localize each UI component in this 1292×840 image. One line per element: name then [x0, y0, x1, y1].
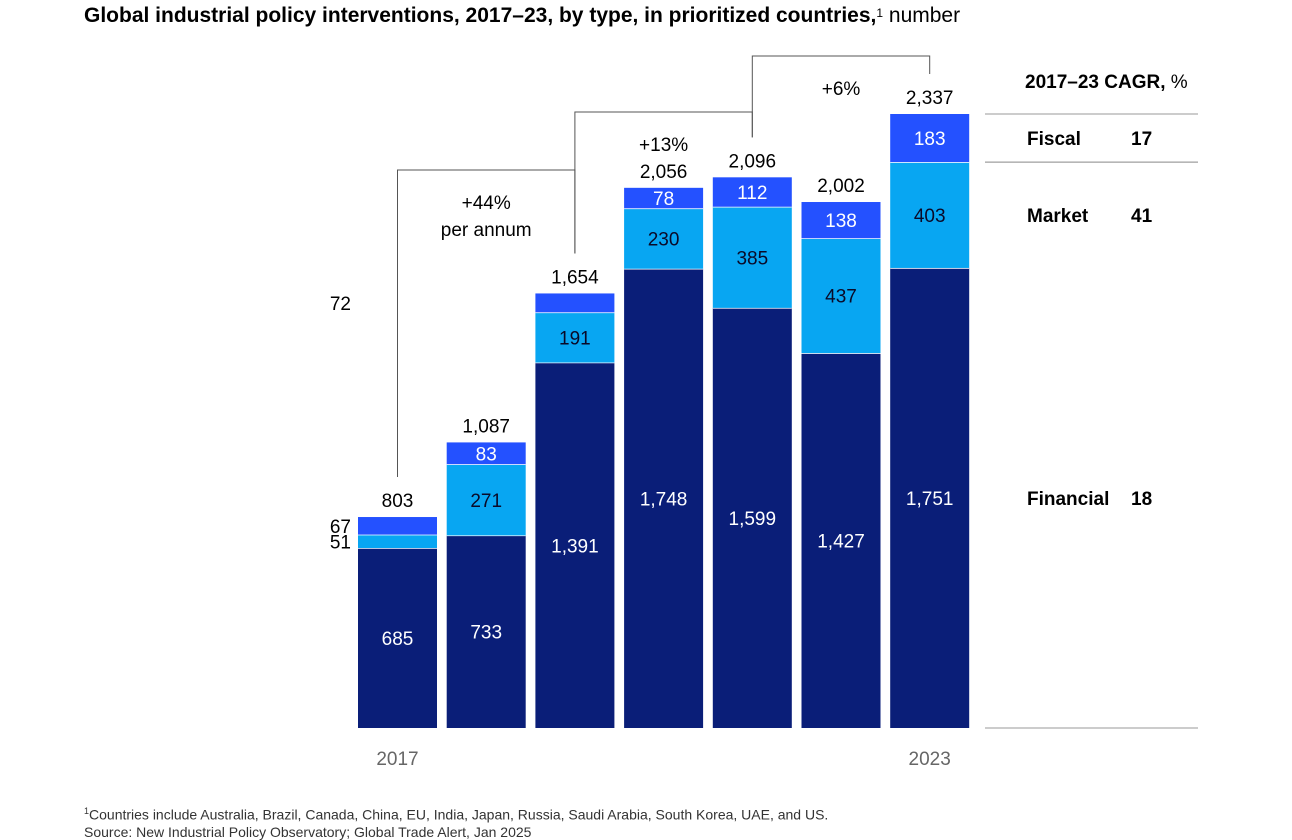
bar-fiscal-2018 — [446, 442, 526, 465]
bar-market-2018 — [446, 464, 526, 536]
chart-title: Global industrial policy interventions, … — [84, 4, 960, 28]
total-label: 1,087 — [462, 416, 510, 437]
value-label-market: 271 — [470, 491, 502, 512]
bar-market-2017 — [358, 534, 437, 549]
total-label: 803 — [382, 491, 414, 512]
cagr-table-header: 2017–23 CAGR, % — [1025, 72, 1188, 93]
total-label: 2,056 — [640, 162, 688, 183]
value-label-market: 403 — [914, 206, 946, 227]
value-label-fiscal: 72 — [330, 294, 351, 315]
value-label-market: 437 — [825, 287, 857, 308]
cagr-row-name-fiscal: Fiscal — [1027, 129, 1081, 150]
value-label-financial: 1,391 — [551, 536, 599, 557]
bar-financial-2017 — [358, 548, 437, 728]
bar-fiscal-2017 — [358, 517, 437, 535]
bar-financial-2022 — [801, 353, 881, 728]
value-label-financial: 733 — [470, 623, 502, 644]
value-label-market: 385 — [736, 248, 768, 269]
value-label-fiscal: 183 — [914, 129, 946, 150]
total-label: 1,654 — [551, 267, 599, 288]
x-tick-label: 2017 — [376, 749, 418, 770]
bar-market-2023 — [890, 162, 970, 268]
cagr-row-value-market: 41 — [1131, 206, 1153, 227]
source-note: Source: New Industrial Policy Observator… — [84, 824, 532, 840]
total-label: 2,002 — [817, 176, 865, 197]
chart-title-unit: number — [883, 4, 961, 27]
bar-fiscal-2019 — [535, 293, 615, 313]
value-label-market: 51 — [330, 532, 351, 553]
total-label: 2,096 — [729, 151, 777, 172]
growth-rate-label: +6% — [822, 79, 861, 100]
growth-rate-label: +13% — [639, 135, 688, 156]
bar-fiscal-2022 — [801, 202, 881, 239]
footnote: 1Countries include Australia, Brazil, Ca… — [84, 806, 828, 823]
value-label-fiscal: 138 — [825, 211, 857, 232]
footnote-text: Countries include Australia, Brazil, Can… — [89, 806, 829, 823]
total-label: 2,337 — [906, 88, 954, 109]
bar-market-2019 — [535, 312, 615, 363]
value-label-fiscal: 83 — [476, 444, 497, 465]
value-label-fiscal: 67 — [330, 517, 351, 538]
value-label-financial: 1,427 — [817, 532, 865, 553]
value-label-market: 230 — [648, 230, 680, 251]
cagr-row-value-financial: 18 — [1131, 489, 1152, 510]
value-label-financial: 1,751 — [906, 489, 954, 510]
bar-market-2021 — [712, 206, 792, 308]
bar-fiscal-2023 — [890, 114, 970, 163]
cagr-row-name-financial: Financial — [1027, 489, 1109, 510]
chart-title-main: Global industrial policy interventions, … — [84, 4, 877, 27]
value-label-fiscal: 112 — [737, 183, 767, 204]
value-label-financial: 1,748 — [640, 489, 688, 510]
title-footnote-marker: 1 — [876, 6, 884, 20]
bar-fiscal-2021 — [712, 177, 792, 207]
value-label-fiscal: 78 — [653, 189, 674, 210]
cagr-row-name-market: Market — [1027, 206, 1089, 227]
bar-financial-2018 — [446, 535, 526, 728]
bar-market-2020 — [624, 208, 704, 269]
cagr-row-value-fiscal: 17 — [1131, 129, 1152, 150]
value-label-market: 191 — [559, 328, 591, 349]
growth-bracket — [751, 55, 931, 138]
bar-financial-2023 — [890, 267, 970, 728]
bar-financial-2019 — [535, 362, 615, 728]
value-label-financial: 1,599 — [729, 509, 777, 530]
growth-rate-sublabel: per annum — [441, 220, 532, 241]
bar-financial-2021 — [712, 307, 792, 728]
footnote-marker: 1 — [84, 806, 90, 816]
bar-fiscal-2020 — [624, 187, 704, 209]
x-tick-label: 2023 — [909, 749, 951, 770]
bar-financial-2020 — [624, 268, 704, 728]
bar-market-2022 — [801, 238, 881, 354]
growth-rate-label: +44% — [462, 193, 511, 214]
value-label-financial: 685 — [382, 629, 414, 650]
